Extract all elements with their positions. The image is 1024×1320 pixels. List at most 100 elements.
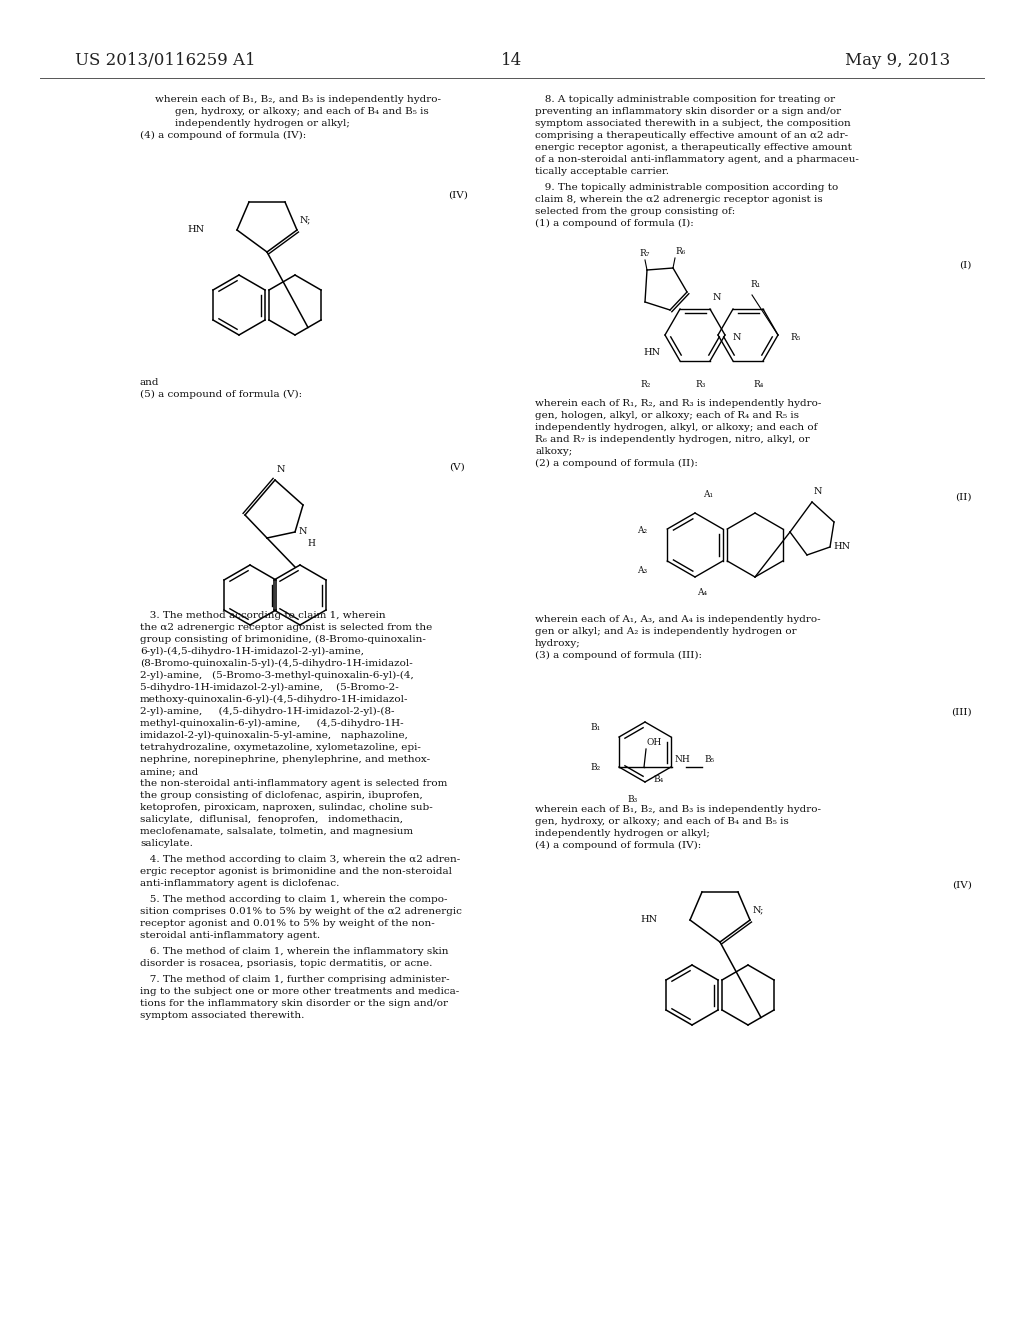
Text: tically acceptable carrier.: tically acceptable carrier.: [535, 168, 669, 176]
Text: (V): (V): [450, 463, 465, 473]
Text: tetrahydrozaline, oxymetazoline, xylometazoline, epi-: tetrahydrozaline, oxymetazoline, xylomet…: [140, 743, 421, 752]
Text: the non-steroidal anti-inflammatory agent is selected from: the non-steroidal anti-inflammatory agen…: [140, 779, 447, 788]
Text: 7. The method of claim 1, further comprising administer-: 7. The method of claim 1, further compri…: [140, 975, 450, 983]
Text: R₂: R₂: [640, 380, 650, 389]
Text: amine; and: amine; and: [140, 767, 199, 776]
Text: energic receptor agonist, a therapeutically effective amount: energic receptor agonist, a therapeutica…: [535, 143, 852, 152]
Text: R₇: R₇: [639, 249, 649, 257]
Text: HN: HN: [187, 224, 205, 234]
Text: gen, hydroxy, or alkoxy; and each of B₄ and B₅ is: gen, hydroxy, or alkoxy; and each of B₄ …: [535, 817, 788, 826]
Text: independently hydrogen or alkyl;: independently hydrogen or alkyl;: [175, 119, 350, 128]
Text: 6-yl)-(4,5-dihydro-1H-imidazol-2-yl)-amine,: 6-yl)-(4,5-dihydro-1H-imidazol-2-yl)-ami…: [140, 647, 364, 656]
Text: HN: HN: [833, 543, 850, 550]
Text: alkoxy;: alkoxy;: [535, 447, 572, 455]
Text: (2) a compound of formula (II):: (2) a compound of formula (II):: [535, 459, 698, 469]
Text: R₆: R₆: [675, 247, 685, 256]
Text: 4. The method according to claim 3, wherein the α2 adren-: 4. The method according to claim 3, wher…: [140, 855, 460, 865]
Text: ing to the subject one or more other treatments and medica-: ing to the subject one or more other tre…: [140, 987, 459, 997]
Text: B₅: B₅: [705, 755, 715, 764]
Text: B₁: B₁: [590, 723, 600, 733]
Text: N: N: [713, 293, 721, 302]
Text: independently hydrogen or alkyl;: independently hydrogen or alkyl;: [535, 829, 710, 838]
Text: (4) a compound of formula (IV):: (4) a compound of formula (IV):: [535, 841, 701, 850]
Text: steroidal anti-inflammatory agent.: steroidal anti-inflammatory agent.: [140, 931, 321, 940]
Text: N;: N;: [300, 215, 311, 224]
Text: N: N: [278, 465, 286, 474]
Text: selected from the group consisting of:: selected from the group consisting of:: [535, 207, 735, 216]
Text: the group consisting of diclofenac, aspirin, ibuprofen,: the group consisting of diclofenac, aspi…: [140, 791, 423, 800]
Text: 5-dihydro-1H-imidazol-2-yl)-amine,    (5-Bromo-2-: 5-dihydro-1H-imidazol-2-yl)-amine, (5-Br…: [140, 682, 398, 692]
Text: symptom associated therewith.: symptom associated therewith.: [140, 1011, 304, 1020]
Text: A₁: A₁: [703, 490, 713, 499]
Text: wherein each of B₁, B₂, and B₃ is independently hydro-: wherein each of B₁, B₂, and B₃ is indepe…: [535, 805, 821, 814]
Text: preventing an inflammatory skin disorder or a sign and/or: preventing an inflammatory skin disorder…: [535, 107, 841, 116]
Text: 5. The method according to claim 1, wherein the compo-: 5. The method according to claim 1, wher…: [140, 895, 447, 904]
Text: of a non-steroidal anti-inflammatory agent, and a pharmaceu-: of a non-steroidal anti-inflammatory age…: [535, 154, 859, 164]
Text: (IV): (IV): [449, 191, 468, 201]
Text: N: N: [299, 527, 307, 536]
Text: B₂: B₂: [590, 763, 600, 772]
Text: A₃: A₃: [637, 566, 647, 576]
Text: symptom associated therewith in a subject, the composition: symptom associated therewith in a subjec…: [535, 119, 851, 128]
Text: methoxy-quinoxalin-6-yl)-(4,5-dihydro-1H-imidazol-: methoxy-quinoxalin-6-yl)-(4,5-dihydro-1H…: [140, 694, 409, 704]
Text: salicylate.: salicylate.: [140, 840, 193, 847]
Text: (4) a compound of formula (IV):: (4) a compound of formula (IV):: [140, 131, 306, 140]
Text: (3) a compound of formula (III):: (3) a compound of formula (III):: [535, 651, 702, 660]
Text: 2-yl)-amine,     (4,5-dihydro-1H-imidazol-2-yl)-(8-: 2-yl)-amine, (4,5-dihydro-1H-imidazol-2-…: [140, 708, 394, 715]
Text: (1) a compound of formula (I):: (1) a compound of formula (I):: [535, 219, 693, 228]
Text: independently hydrogen, alkyl, or alkoxy; and each of: independently hydrogen, alkyl, or alkoxy…: [535, 422, 817, 432]
Text: meclofenamate, salsalate, tolmetin, and magnesium: meclofenamate, salsalate, tolmetin, and …: [140, 828, 413, 836]
Text: 3. The method according to claim 1, wherein: 3. The method according to claim 1, wher…: [140, 611, 386, 620]
Text: (II): (II): [955, 492, 972, 502]
Text: 9. The topically administrable composition according to: 9. The topically administrable compositi…: [535, 183, 839, 191]
Text: sition comprises 0.01% to 5% by weight of the α2 adrenergic: sition comprises 0.01% to 5% by weight o…: [140, 907, 462, 916]
Text: and: and: [140, 378, 160, 387]
Text: (I): (I): [959, 261, 972, 271]
Text: HN: HN: [643, 348, 660, 356]
Text: gen or alkyl; and A₂ is independently hydrogen or: gen or alkyl; and A₂ is independently hy…: [535, 627, 797, 636]
Text: A₂: A₂: [637, 525, 647, 535]
Text: B₃: B₃: [627, 795, 637, 804]
Text: R₃: R₃: [695, 380, 706, 389]
Text: the α2 adrenergic receptor agonist is selected from the: the α2 adrenergic receptor agonist is se…: [140, 623, 432, 632]
Text: (5) a compound of formula (V):: (5) a compound of formula (V):: [140, 389, 302, 399]
Text: 14: 14: [502, 51, 522, 69]
Text: N: N: [814, 487, 822, 496]
Text: tions for the inflammatory skin disorder or the sign and/or: tions for the inflammatory skin disorder…: [140, 999, 449, 1008]
Text: HN: HN: [641, 915, 658, 924]
Text: 8. A topically administrable composition for treating or: 8. A topically administrable composition…: [535, 95, 836, 104]
Text: salicylate,  diflunisal,  fenoprofen,   indomethacin,: salicylate, diflunisal, fenoprofen, indo…: [140, 814, 403, 824]
Text: wherein each of R₁, R₂, and R₃ is independently hydro-: wherein each of R₁, R₂, and R₃ is indepe…: [535, 399, 821, 408]
Text: nephrine, norepinephrine, phenylephrine, and methox-: nephrine, norepinephrine, phenylephrine,…: [140, 755, 430, 764]
Text: (III): (III): [951, 708, 972, 717]
Text: NH: NH: [674, 755, 690, 764]
Text: ergic receptor agonist is brimonidine and the non-steroidal: ergic receptor agonist is brimonidine an…: [140, 867, 452, 876]
Text: wherein each of A₁, A₃, and A₄ is independently hydro-: wherein each of A₁, A₃, and A₄ is indepe…: [535, 615, 820, 624]
Text: May 9, 2013: May 9, 2013: [845, 51, 950, 69]
Text: H: H: [307, 539, 314, 548]
Text: imidazol-2-yl)-quinoxalin-5-yl-amine,   naphazoline,: imidazol-2-yl)-quinoxalin-5-yl-amine, na…: [140, 731, 408, 741]
Text: gen, hologen, alkyl, or alkoxy; each of R₄ and R₅ is: gen, hologen, alkyl, or alkoxy; each of …: [535, 411, 799, 420]
Text: (8-Bromo-quinoxalin-5-yl)-(4,5-dihydro-1H-imidazol-: (8-Bromo-quinoxalin-5-yl)-(4,5-dihydro-1…: [140, 659, 413, 668]
Text: A₄: A₄: [697, 587, 708, 597]
Text: receptor agonist and 0.01% to 5% by weight of the non-: receptor agonist and 0.01% to 5% by weig…: [140, 919, 435, 928]
Text: 6. The method of claim 1, wherein the inflammatory skin: 6. The method of claim 1, wherein the in…: [140, 946, 449, 956]
Text: R₁: R₁: [750, 280, 760, 289]
Text: US 2013/0116259 A1: US 2013/0116259 A1: [75, 51, 256, 69]
Text: wherein each of B₁, B₂, and B₃ is independently hydro-: wherein each of B₁, B₂, and B₃ is indepe…: [155, 95, 441, 104]
Text: OH: OH: [646, 738, 662, 747]
Text: R₄: R₄: [753, 380, 763, 389]
Text: hydroxy;: hydroxy;: [535, 639, 581, 648]
Text: comprising a therapeutically effective amount of an α2 adr-: comprising a therapeutically effective a…: [535, 131, 848, 140]
Text: (IV): (IV): [952, 880, 972, 890]
Text: N;: N;: [753, 906, 764, 913]
Text: R₅: R₅: [790, 333, 801, 342]
Text: gen, hydroxy, or alkoxy; and each of B₄ and B₅ is: gen, hydroxy, or alkoxy; and each of B₄ …: [175, 107, 429, 116]
Text: claim 8, wherein the α2 adrenergic receptor agonist is: claim 8, wherein the α2 adrenergic recep…: [535, 195, 822, 205]
Text: ketoprofen, piroxicam, naproxen, sulindac, choline sub-: ketoprofen, piroxicam, naproxen, sulinda…: [140, 803, 433, 812]
Text: disorder is rosacea, psoriasis, topic dermatitis, or acne.: disorder is rosacea, psoriasis, topic de…: [140, 960, 432, 968]
Text: 2-yl)-amine,   (5-Bromo-3-methyl-quinoxalin-6-yl)-(4,: 2-yl)-amine, (5-Bromo-3-methyl-quinoxali…: [140, 671, 414, 680]
Text: group consisting of brimonidine, (8-Bromo-quinoxalin-: group consisting of brimonidine, (8-Brom…: [140, 635, 426, 644]
Text: N: N: [733, 333, 741, 342]
Text: R₆ and R₇ is independently hydrogen, nitro, alkyl, or: R₆ and R₇ is independently hydrogen, nit…: [535, 436, 810, 444]
